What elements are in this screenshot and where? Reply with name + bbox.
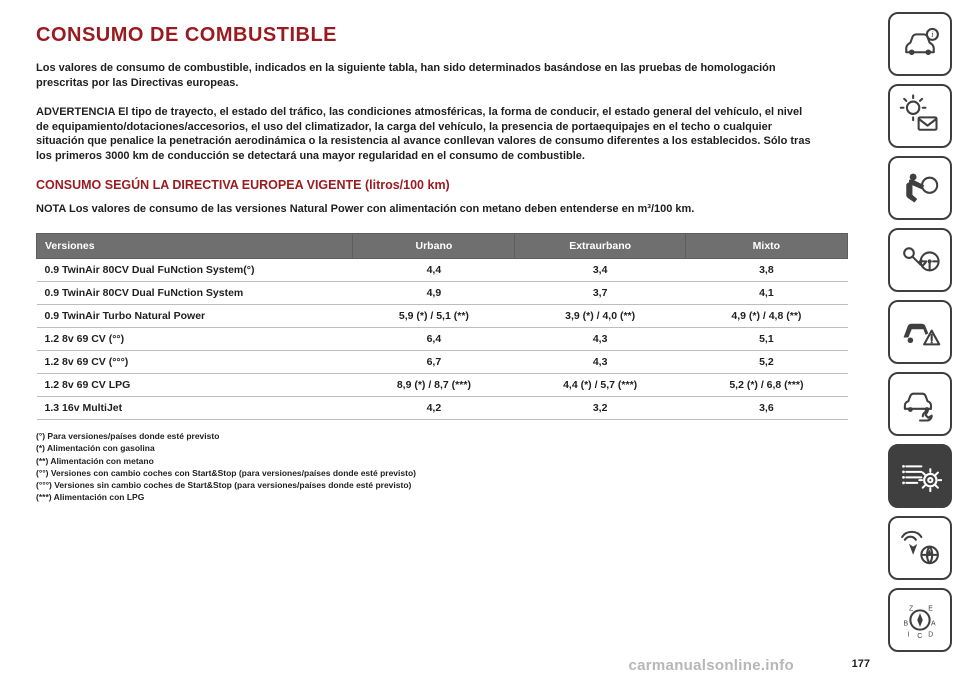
lamp-mail-icon	[898, 94, 942, 138]
nav-tile-compass[interactable]: Z E A D C I B	[888, 588, 952, 652]
table-row: 0.9 TwinAir 80CV Dual FuNction System4,9…	[37, 281, 848, 304]
cell-value: 4,1	[685, 281, 847, 304]
cell-value: 6,7	[353, 350, 515, 373]
svg-text:i: i	[931, 30, 934, 39]
nav-tile-car-wrench[interactable]	[888, 372, 952, 436]
col-header-extraurbano: Extraurbano	[515, 233, 685, 258]
section-subtitle: CONSUMO SEGÚN LA DIRECTIVA EUROPEA VIGEN…	[36, 178, 868, 192]
svg-text:A: A	[931, 621, 936, 628]
cell-value: 5,2 (*) / 6,8 (***)	[685, 373, 847, 396]
cell-value: 3,2	[515, 396, 685, 419]
footnote-line: (°) Para versiones/países donde esté pre…	[36, 430, 868, 442]
footnote-line: (*) Alimentación con gasolina	[36, 442, 868, 454]
nav-tile-car-warning[interactable]	[888, 300, 952, 364]
svg-text:E: E	[928, 605, 933, 612]
sidebar: i	[884, 0, 960, 678]
cell-version: 1.2 8v 69 CV (°°°)	[37, 350, 353, 373]
cell-value: 3,9 (*) / 4,0 (**)	[515, 304, 685, 327]
list-gear-icon	[898, 454, 942, 498]
car-warning-icon	[898, 310, 942, 354]
table-row: 0.9 TwinAir 80CV Dual FuNction System(°)…	[37, 258, 848, 281]
intro-paragraph-2: ADVERTENCIA El tipo de trayecto, el esta…	[36, 105, 816, 164]
cell-value: 5,9 (*) / 5,1 (**)	[353, 304, 515, 327]
svg-text:C: C	[917, 633, 922, 640]
cell-version: 0.9 TwinAir 80CV Dual FuNction System(°)	[37, 258, 353, 281]
cell-value: 6,4	[353, 327, 515, 350]
cell-value: 4,4	[353, 258, 515, 281]
cell-value: 4,4 (*) / 5,7 (***)	[515, 373, 685, 396]
footnote-line: (**) Alimentación con metano	[36, 455, 868, 467]
nav-tile-car-info[interactable]: i	[888, 12, 952, 76]
cell-version: 1.2 8v 69 CV (°°)	[37, 327, 353, 350]
compass-icon: Z E A D C I B	[898, 598, 942, 642]
cell-value: 4,3	[515, 327, 685, 350]
cell-version: 0.9 TwinAir 80CV Dual FuNction System	[37, 281, 353, 304]
page-content: CONSUMO DE COMBUSTIBLE Los valores de co…	[0, 0, 884, 678]
cell-value: 3,4	[515, 258, 685, 281]
svg-text:I: I	[908, 632, 910, 639]
cell-value: 5,2	[685, 350, 847, 373]
consumption-table: VersionesUrbanoExtraurbanoMixto 0.9 Twin…	[36, 233, 848, 420]
table-row: 1.2 8v 69 CV (°°)6,44,35,1	[37, 327, 848, 350]
cell-version: 1.2 8v 69 CV LPG	[37, 373, 353, 396]
cell-value: 5,1	[685, 327, 847, 350]
cell-value: 4,3	[515, 350, 685, 373]
svg-text:D: D	[928, 632, 933, 639]
cell-value: 3,6	[685, 396, 847, 419]
nav-tile-lamp-mail[interactable]	[888, 84, 952, 148]
table-row: 1.2 8v 69 CV (°°°)6,74,35,2	[37, 350, 848, 373]
radio-nav-icon	[898, 526, 942, 570]
col-header-urbano: Urbano	[353, 233, 515, 258]
nav-tile-radio-nav[interactable]	[888, 516, 952, 580]
intro-paragraph-1: Los valores de consumo de combustible, i…	[36, 61, 816, 91]
cell-value: 3,8	[685, 258, 847, 281]
cell-value: 3,7	[515, 281, 685, 304]
key-steering-icon	[898, 238, 942, 282]
table-row: 1.2 8v 69 CV LPG8,9 (*) / 8,7 (***)4,4 (…	[37, 373, 848, 396]
col-header-mixto: Mixto	[685, 233, 847, 258]
cell-version: 0.9 TwinAir Turbo Natural Power	[37, 304, 353, 327]
car-info-icon: i	[898, 22, 942, 66]
nav-tile-airbag[interactable]	[888, 156, 952, 220]
cell-value: 8,9 (*) / 8,7 (***)	[353, 373, 515, 396]
nav-tile-key-steering[interactable]	[888, 228, 952, 292]
airbag-icon	[898, 166, 942, 210]
footnotes: (°) Para versiones/países donde esté pre…	[36, 430, 868, 504]
cell-value: 4,9 (*) / 4,8 (**)	[685, 304, 847, 327]
footnote-line: (°°) Versiones con cambio coches con Sta…	[36, 467, 868, 479]
footnote-line: (***) Alimentación con LPG	[36, 491, 868, 503]
page-title: CONSUMO DE COMBUSTIBLE	[36, 24, 868, 47]
nav-tile-list-gear[interactable]	[888, 444, 952, 508]
page-number: 177	[852, 658, 870, 670]
car-wrench-icon	[898, 382, 942, 426]
svg-text:Z: Z	[909, 605, 913, 612]
cell-version: 1.3 16v MultiJet	[37, 396, 353, 419]
cell-value: 4,2	[353, 396, 515, 419]
cell-value: 4,9	[353, 281, 515, 304]
section-note: NOTA Los valores de consumo de las versi…	[36, 202, 816, 217]
table-row: 1.3 16v MultiJet4,23,23,6	[37, 396, 848, 419]
footnote-line: (°°°) Versiones sin cambio coches de Sta…	[36, 479, 868, 491]
watermark: carmanualsonline.info	[629, 657, 795, 674]
col-header-versiones: Versiones	[37, 233, 353, 258]
svg-text:B: B	[904, 621, 909, 628]
table-row: 0.9 TwinAir Turbo Natural Power5,9 (*) /…	[37, 304, 848, 327]
